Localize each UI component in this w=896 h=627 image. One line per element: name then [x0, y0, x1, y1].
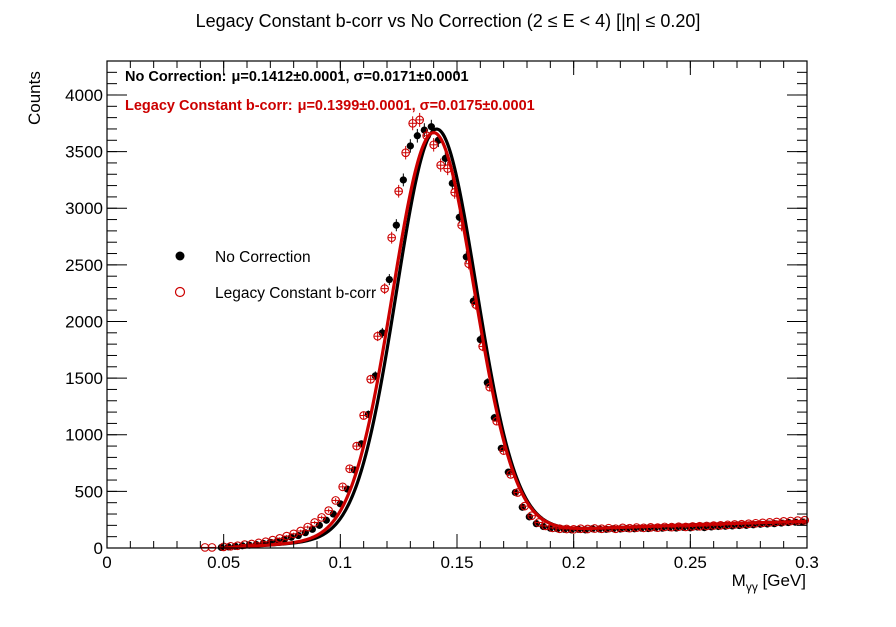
x-tick-label: 0.2 [562, 553, 586, 572]
fit-label-no-correction: No Correction: [125, 69, 227, 85]
x-tick-label: 0.3 [795, 553, 819, 572]
data-point [359, 411, 369, 420]
y-tick-label: 4000 [65, 86, 103, 105]
chart-title: Legacy Constant b-corr vs No Correction … [196, 11, 701, 31]
fit-curve-no-correction [223, 127, 808, 550]
data-point [373, 331, 383, 341]
data-point [534, 518, 544, 527]
data-point [427, 123, 435, 131]
data-point [401, 148, 411, 158]
y-tick-label: 1500 [65, 369, 103, 388]
data-point [387, 233, 397, 243]
legend-label-no-correction: No Correction [215, 249, 311, 266]
data-point [322, 516, 330, 524]
data-point [294, 531, 302, 540]
x-axis-title-unit: [GeV] [758, 571, 806, 590]
axis-ticks: 0 0.05 0.1 0.15 0.2 0.25 0.3 0 500 1000 1500 2000 25… [65, 60, 819, 572]
data-point [429, 140, 439, 150]
y-tick-label: 0 [94, 539, 103, 558]
data-point [415, 115, 425, 125]
x-axis-title-main: M [732, 571, 746, 590]
x-axis-title: Mγγ [GeV] [732, 571, 806, 594]
x-tick-label: 0 [102, 553, 111, 572]
x-tick-label: 0.15 [440, 553, 473, 572]
data-point [406, 142, 414, 150]
legend-marker-no-correction [175, 251, 185, 261]
x-tick-label: 0.25 [674, 553, 707, 572]
y-tick-label: 1000 [65, 426, 103, 445]
data-point [345, 464, 355, 474]
x-tick-label: 0.1 [329, 553, 353, 572]
data-point [380, 284, 390, 293]
series-legacy-constant-b-corr [200, 112, 810, 552]
plot-area [200, 112, 810, 552]
data-point [310, 518, 320, 527]
data-point [394, 186, 404, 196]
data-point [296, 526, 306, 536]
data-point [527, 511, 537, 521]
legend-label-legacy-constant: Legacy Constant b-corr [215, 285, 376, 302]
data-point [338, 482, 348, 492]
fit-stats-no-correction: No Correction: μ=0.1412±0.0001, σ=0.0171±… [125, 69, 469, 85]
data-point [436, 160, 446, 170]
plot-frame [106, 60, 808, 549]
data-point [317, 513, 327, 522]
data-point [352, 441, 362, 451]
data-point [392, 221, 400, 229]
data-point [413, 132, 421, 140]
fit-values-no-correction: μ=0.1412±0.0001, σ=0.0171±0.0001 [232, 69, 469, 85]
fit-label-legacy-constant: Legacy Constant b-corr: [125, 98, 293, 114]
y-tick-label: 2000 [65, 312, 103, 331]
fit-stats-legacy-constant: Legacy Constant b-corr: μ=0.1399±0.0001, … [125, 98, 535, 114]
x-axis-title-subscript: γγ [746, 580, 758, 594]
y-tick-label: 2500 [65, 256, 103, 275]
legend-marker-legacy-constant [174, 286, 186, 298]
data-point [329, 510, 337, 518]
y-tick-label: 500 [75, 482, 103, 501]
series-no-correction [217, 119, 806, 552]
legend: No Correction Legacy Constant b-corr [174, 249, 376, 302]
data-point [303, 522, 313, 532]
x-tick-label: 0.05 [207, 553, 240, 572]
data-point [366, 374, 376, 384]
data-point [385, 275, 393, 284]
fit-values-legacy-constant: μ=0.1399±0.0001, σ=0.0175±0.0001 [298, 98, 535, 114]
data-point [315, 521, 323, 529]
data-point [331, 496, 341, 505]
data-point [408, 118, 418, 128]
fit-curve-legacy-constant-b-corr [223, 131, 808, 550]
data-point [324, 506, 334, 515]
y-tick-label: 3500 [65, 143, 103, 162]
y-axis-title: Counts [25, 71, 44, 125]
data-point [399, 176, 407, 184]
y-tick-label: 3000 [65, 199, 103, 218]
